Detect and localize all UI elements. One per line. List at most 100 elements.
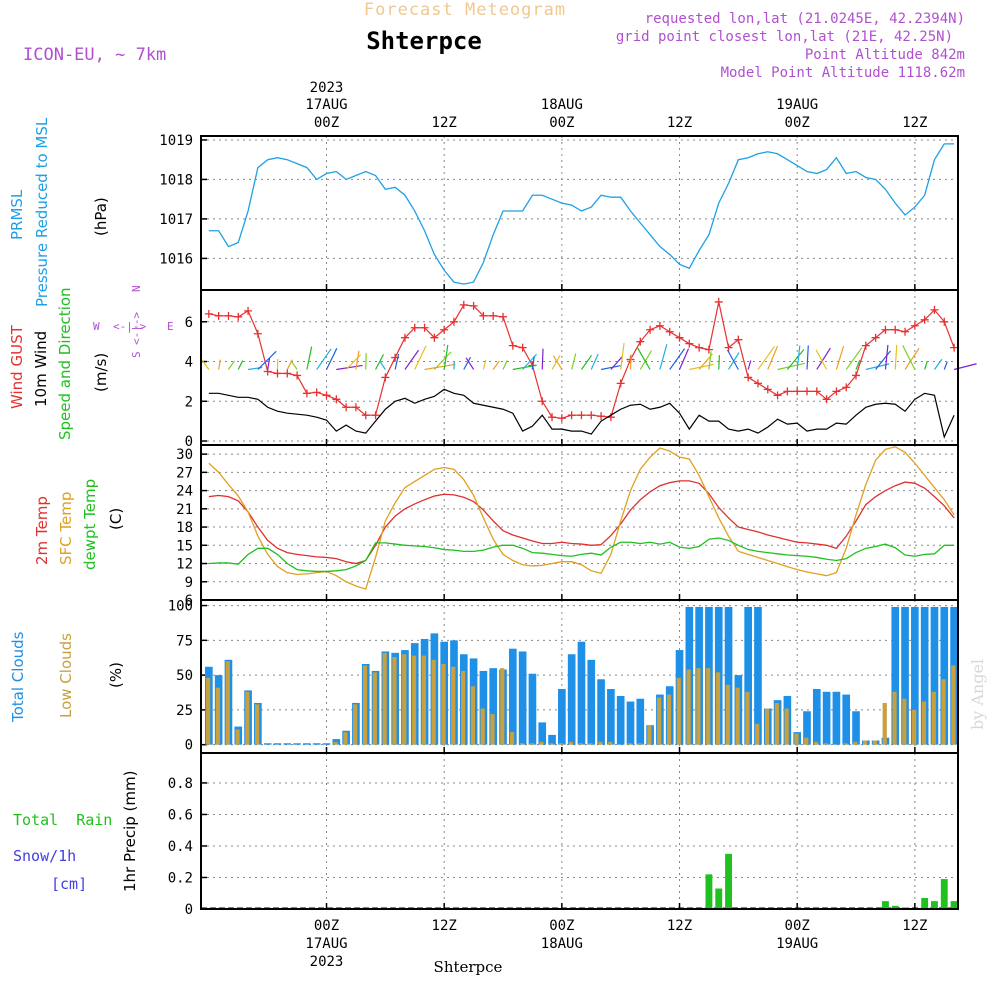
snow-label: Snow/1h (13, 847, 76, 865)
wind-direction-arrow (443, 344, 449, 370)
gust-point (646, 325, 655, 334)
low-cloud-bar (411, 655, 417, 745)
temp-sfc-label: SFC Temp (57, 492, 75, 565)
low-cloud-bar (627, 743, 632, 745)
top-time-label: 12Z (432, 115, 457, 131)
low-cloud-bar (696, 668, 701, 745)
wind-direction-arrow (267, 358, 271, 370)
rain-bar (725, 853, 732, 909)
wind-direction-arrow (786, 349, 805, 370)
gust-point (499, 312, 508, 321)
bottom-time-label: 00Z (549, 918, 574, 934)
wind-line (208, 388, 955, 439)
total-cloud-bar (528, 673, 537, 745)
wind-direction-arrow (726, 349, 739, 370)
bottom-time-label: 12Z (902, 918, 927, 934)
gust-point (273, 369, 282, 378)
gust-point (508, 341, 517, 350)
total-cloud-bar (724, 606, 733, 745)
gust-point (283, 369, 292, 378)
total-cloud-bar (479, 670, 488, 745)
gridpoint-coords: grid point closest lon,lat (21E, 42.25N) (616, 29, 953, 45)
low-cloud-bar (421, 655, 426, 745)
gust-point (410, 323, 419, 332)
gust-point (675, 333, 684, 342)
total-cloud-bar (489, 668, 498, 745)
wind-direction-arrow (492, 360, 500, 370)
gust-point (253, 329, 262, 338)
ytick-label: 1018 (159, 172, 193, 188)
gust-point (881, 325, 890, 334)
wind-direction-arrow (669, 348, 686, 370)
low-cloud-bar (843, 743, 848, 745)
low-cloud-bar (755, 723, 760, 745)
top-time-label: 12Z (667, 115, 692, 131)
clouds-panel: 0 25 50 75 100 (168, 599, 958, 754)
wind-gust-label: Wind GUST (8, 324, 26, 409)
total-cloud-bar (597, 679, 605, 745)
low-cloud-bar (539, 741, 544, 745)
wind-direction-arrow (894, 344, 898, 370)
gust-point (518, 343, 527, 352)
wind-unit: (m/s) (92, 353, 110, 392)
total-cloud-bar (322, 743, 331, 745)
wind-direction-arrow (404, 349, 420, 370)
gust-point (469, 301, 478, 310)
gust-point (548, 413, 557, 422)
low-cloud-bar (784, 708, 789, 745)
top-time-label: 00Z (785, 115, 810, 131)
gust-point (871, 333, 880, 342)
gust-point (636, 337, 645, 346)
gust-point (734, 335, 743, 344)
wind-direction-arrow (767, 345, 779, 370)
compass-w: W (93, 320, 100, 333)
gust-point (204, 309, 213, 318)
total-cloud-bar (636, 698, 645, 745)
temp-labels: 2m Temp SFC Temp dewpt Temp (C) (33, 479, 125, 570)
total-cloud-bar (283, 743, 292, 745)
wind-direction-arrow (904, 347, 920, 370)
ytick-label: 75 (176, 633, 193, 649)
bottom-time-label: 2023 (310, 954, 344, 970)
wind-direction-arrow (394, 353, 400, 370)
pressure-msl-label: Pressure Reduced to MSL (33, 117, 51, 307)
bottom-time-label: 12Z (432, 918, 457, 934)
wind-direction-arrow (290, 360, 298, 370)
wind-direction-arrow (482, 359, 487, 370)
total-cloud-bar (842, 694, 851, 745)
low-cloud-bar (608, 741, 613, 745)
wind-direction-arrow (552, 355, 563, 370)
precip-labels: Total Rain Snow/1h [cm] 1hr Precip (mm) (13, 771, 139, 893)
gust-point (783, 387, 792, 396)
requested-coords: requested lon,lat (21.0245E, 42.2394N) (645, 11, 965, 27)
wind-direction-arrow (875, 350, 891, 370)
temp-unit: (C) (107, 508, 125, 530)
compass-arrows-h: <-|-> (113, 320, 146, 333)
gust-point (312, 388, 321, 397)
top-time-label: 17AUG (305, 97, 347, 113)
gust-point (479, 311, 488, 320)
ytick-label: 0.2 (168, 870, 193, 886)
low-cloud-bar (490, 714, 495, 745)
wind-direction-arrow (463, 356, 472, 370)
ytick-label: 25 (176, 703, 193, 719)
gust-point (724, 343, 733, 352)
cloud-labels: Total Clouds Low Clouds (%) (9, 631, 125, 723)
low-cloud-bar (588, 743, 593, 745)
ytick-label: 1019 (159, 133, 193, 149)
total-cloud-bar (940, 606, 949, 745)
wind-direction-arrow (718, 355, 721, 370)
ytick-label: 27 (176, 465, 193, 481)
wind-direction-arrow (855, 359, 861, 370)
total-cloud-bar (616, 695, 625, 745)
gust-point (577, 411, 586, 420)
wind-direction-arrow (571, 353, 577, 370)
low-cloud-bar (902, 698, 907, 745)
rain-bar (931, 901, 938, 909)
precip-frame (200, 752, 959, 910)
wind-direction-arrow (636, 346, 651, 370)
low-cloud-bar (353, 704, 358, 745)
total-cloud-bar (852, 711, 860, 745)
compass-e: E (167, 320, 174, 333)
total-cloud-bar (263, 743, 272, 745)
